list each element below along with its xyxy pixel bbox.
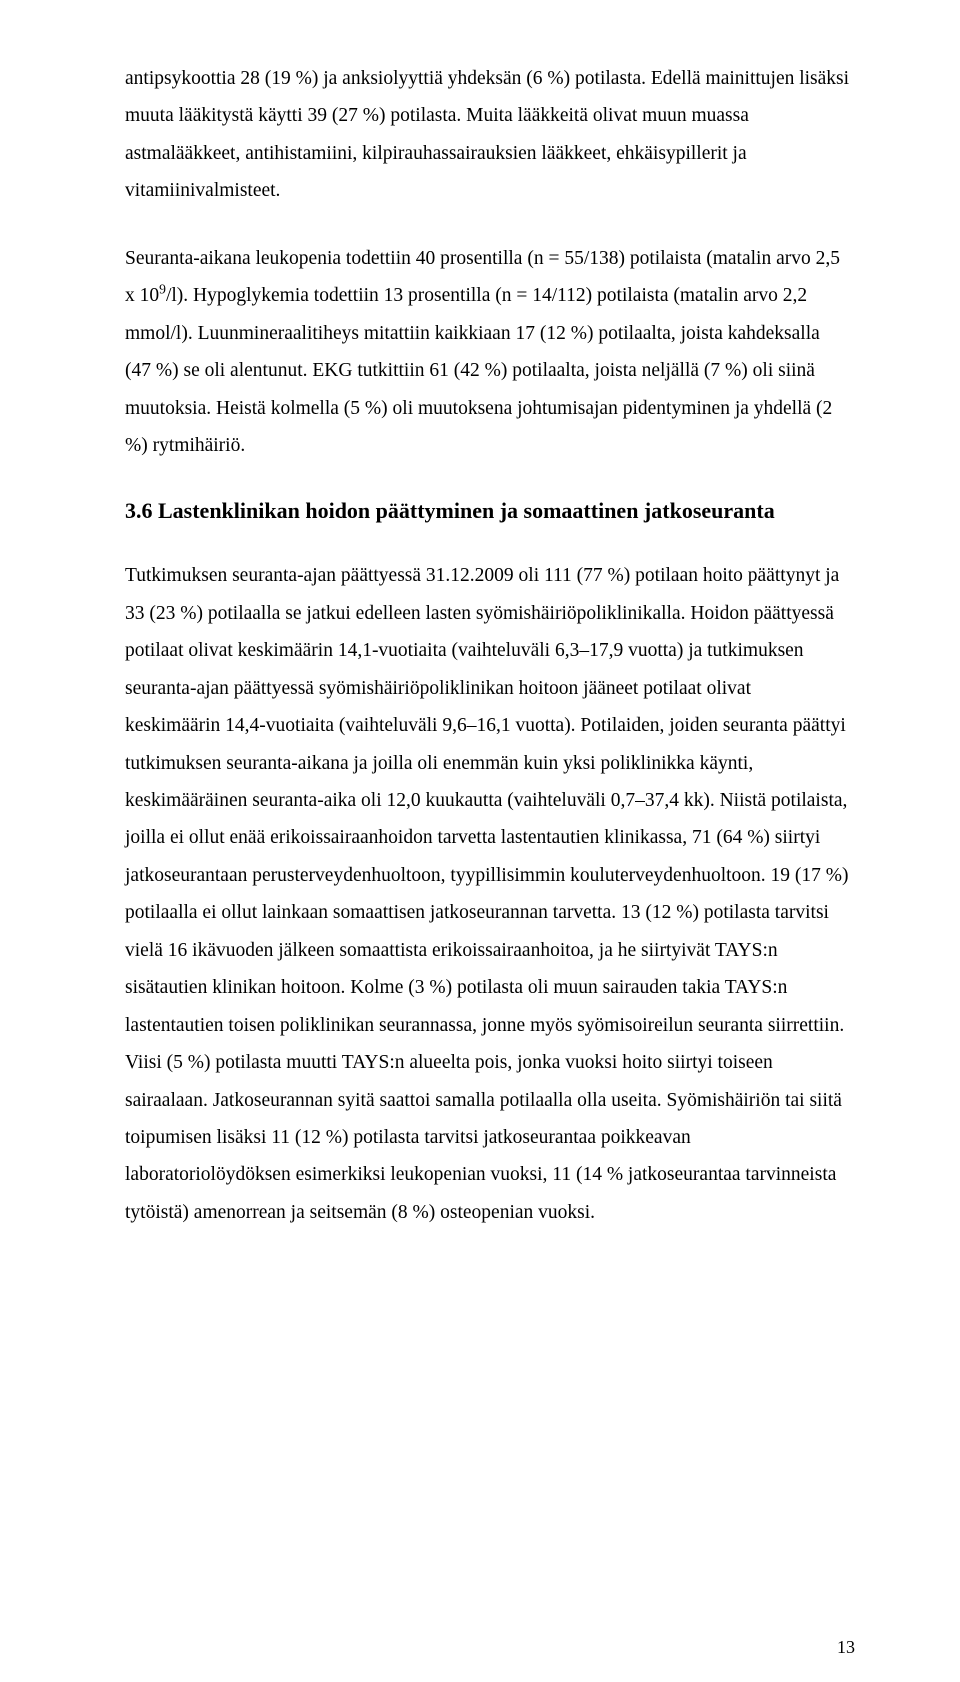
superscript-exponent: 9 (159, 282, 166, 297)
paragraph-2: Seuranta-aikana leukopenia todettiin 40 … (125, 240, 850, 465)
paragraph-1: antipsykoottia 28 (19 %) ja anksiolyytti… (125, 60, 850, 210)
page-number: 13 (837, 1637, 855, 1658)
section-heading-3-6: 3.6 Lastenklinikan hoidon päättyminen ja… (125, 494, 850, 527)
p2-post: /l). Hypoglykemia todettiin 13 prosentil… (125, 285, 832, 456)
document-page: antipsykoottia 28 (19 %) ja anksiolyytti… (0, 0, 960, 1682)
paragraph-3: Tutkimuksen seuranta-ajan päättyessä 31.… (125, 557, 850, 1231)
